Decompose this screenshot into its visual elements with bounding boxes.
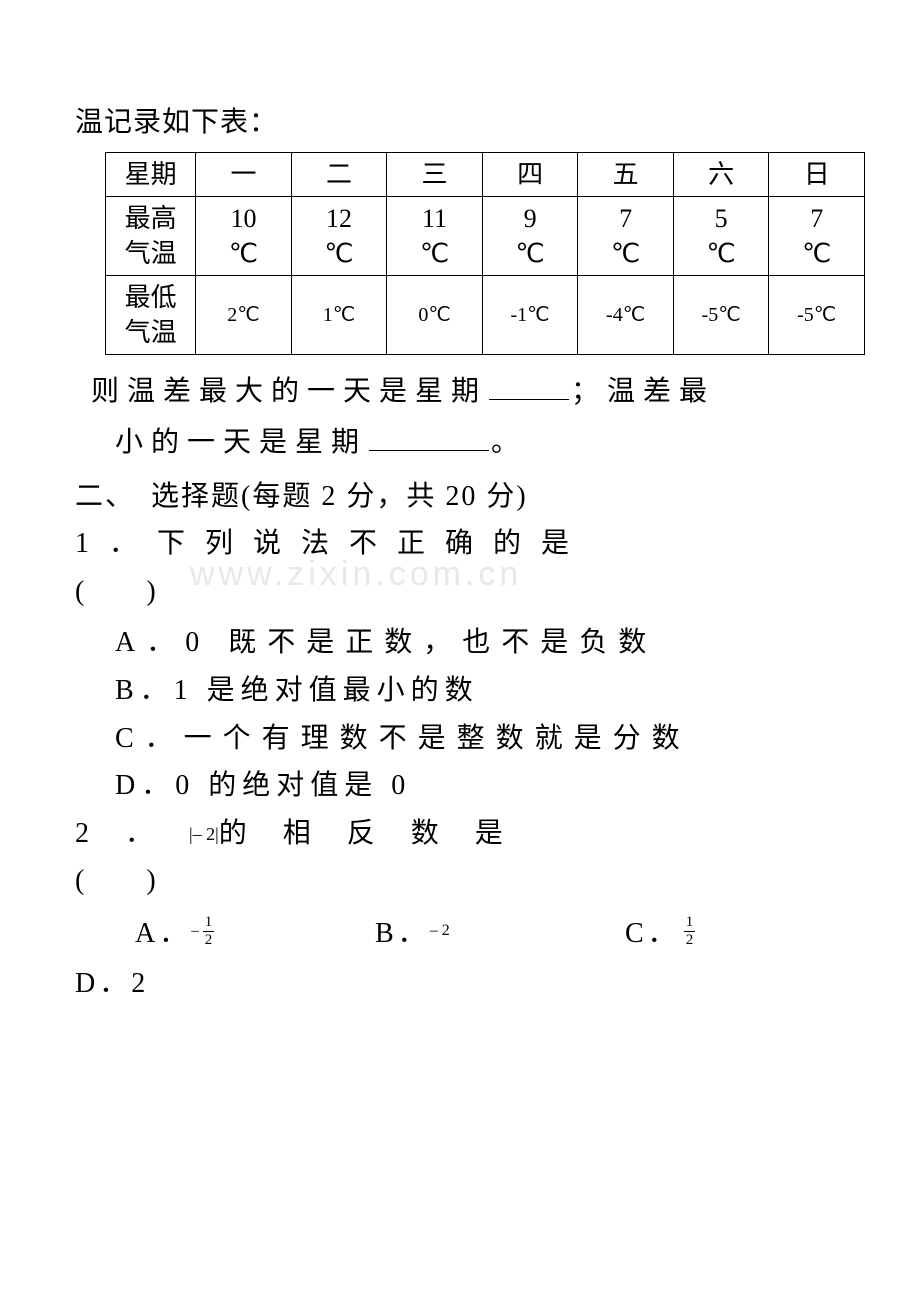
intro-text: 温记录如下表： — [75, 100, 845, 140]
cell-low: -5℃ — [673, 276, 769, 355]
option-D[interactable]: D．0 的绝对值是 0 — [75, 762, 845, 810]
option-A[interactable]: A． – 1 2 — [135, 911, 375, 951]
minus-sign: – — [191, 923, 199, 940]
cell-high: 9 ℃ — [482, 197, 578, 276]
cell-high: 7 ℃ — [769, 197, 865, 276]
q2-options-row: A． – 1 2 B． – 2 C． 1 2 — [75, 911, 845, 951]
cell-low: 2℃ — [196, 276, 292, 355]
q2-tail: 的相反数是 — [219, 818, 539, 849]
fraction: 1 2 — [203, 915, 215, 948]
followup-sep: ；温差最 — [571, 376, 715, 407]
question-1: 1．下列说法不正确的是 ( ) — [75, 520, 845, 615]
col-header: 日 — [769, 153, 865, 197]
temperature-table: 星期 一 二 三 四 五 六 日 最高 气温 10 ℃ 12 ℃ 11 ℃ 9 … — [105, 152, 865, 355]
followup-sentence: 则温差最大的一天是星期 ；温差最 小的一天是星期 。 — [75, 367, 845, 468]
optB-val: – 2 — [430, 922, 450, 940]
followup-end: 。 — [491, 427, 527, 458]
col-header: 一 — [196, 153, 292, 197]
fraction-num: 1 — [684, 915, 696, 931]
answer-paren[interactable]: ( ) — [75, 576, 158, 607]
q2-abs: |– 2| — [189, 824, 219, 844]
col-header: 三 — [387, 153, 483, 197]
table-header-row: 星期 一 二 三 四 五 六 日 — [106, 153, 865, 197]
row-label-high: 最高 气温 — [106, 197, 196, 276]
fraction-den: 2 — [684, 931, 696, 948]
cell-low: 1℃ — [291, 276, 387, 355]
col-header: 二 — [291, 153, 387, 197]
cell-high: 12 ℃ — [291, 197, 387, 276]
table-row-high: 最高 气温 10 ℃ 12 ℃ 11 ℃ 9 ℃ 7 ℃ 5 ℃ 7 ℃ — [106, 197, 865, 276]
option-D[interactable]: D．2 — [75, 961, 845, 1001]
fraction-den: 2 — [203, 931, 215, 948]
followup-part2: 小的一天是星期 — [115, 427, 367, 458]
optC-label: C． — [625, 911, 680, 951]
followup-part1: 则温差最大的一天是星期 — [91, 376, 487, 407]
option-C[interactable]: C． 1 2 — [625, 911, 825, 951]
cell-low: -4℃ — [578, 276, 674, 355]
cell-high: 11 ℃ — [387, 197, 483, 276]
answer-paren[interactable]: ( ) — [75, 857, 845, 905]
option-B[interactable]: B． – 2 — [375, 911, 625, 951]
optB-label: B． — [375, 911, 430, 951]
table-row-low: 最低 气温 2℃ 1℃ 0℃ -1℃ -4℃ -5℃ -5℃ — [106, 276, 865, 355]
blank-fill[interactable] — [489, 371, 569, 400]
row-label-low: 最低 气温 — [106, 276, 196, 355]
fraction-num: 1 — [203, 915, 215, 931]
col-header: 星期 — [106, 153, 196, 197]
q2-num: 2 — [75, 818, 125, 849]
col-header: 六 — [673, 153, 769, 197]
cell-high: 5 ℃ — [673, 197, 769, 276]
cell-high: 10 ℃ — [196, 197, 292, 276]
option-C[interactable]: C．一个有理数不是整数就是分数 — [75, 715, 845, 763]
cell-high: 7 ℃ — [578, 197, 674, 276]
q1-stem: 1．下列说法不正确的是 — [75, 528, 589, 559]
option-B[interactable]: B．1 是绝对值最小的数 — [75, 667, 845, 715]
section-heading: 二、 选择题(每题 2 分，共 20 分) — [75, 474, 845, 514]
col-header: 五 — [578, 153, 674, 197]
option-A[interactable]: A．0 既不是正数，也不是负数 — [75, 619, 845, 667]
page-content: 温记录如下表： 星期 一 二 三 四 五 六 日 最高 气温 10 ℃ 12 ℃… — [75, 100, 845, 1001]
cell-low: -5℃ — [769, 276, 865, 355]
cell-low: 0℃ — [387, 276, 483, 355]
question-2: 2．|– 2|的相反数是 — [75, 810, 845, 858]
col-header: 四 — [482, 153, 578, 197]
q1-num: 1． — [75, 528, 157, 559]
q1-text: 下列说法不正确的是 — [157, 528, 589, 559]
optA-label: A． — [135, 911, 191, 951]
q2-dot: ． — [125, 818, 189, 849]
fraction: 1 2 — [684, 915, 696, 948]
blank-fill[interactable] — [369, 422, 489, 451]
cell-low: -1℃ — [482, 276, 578, 355]
